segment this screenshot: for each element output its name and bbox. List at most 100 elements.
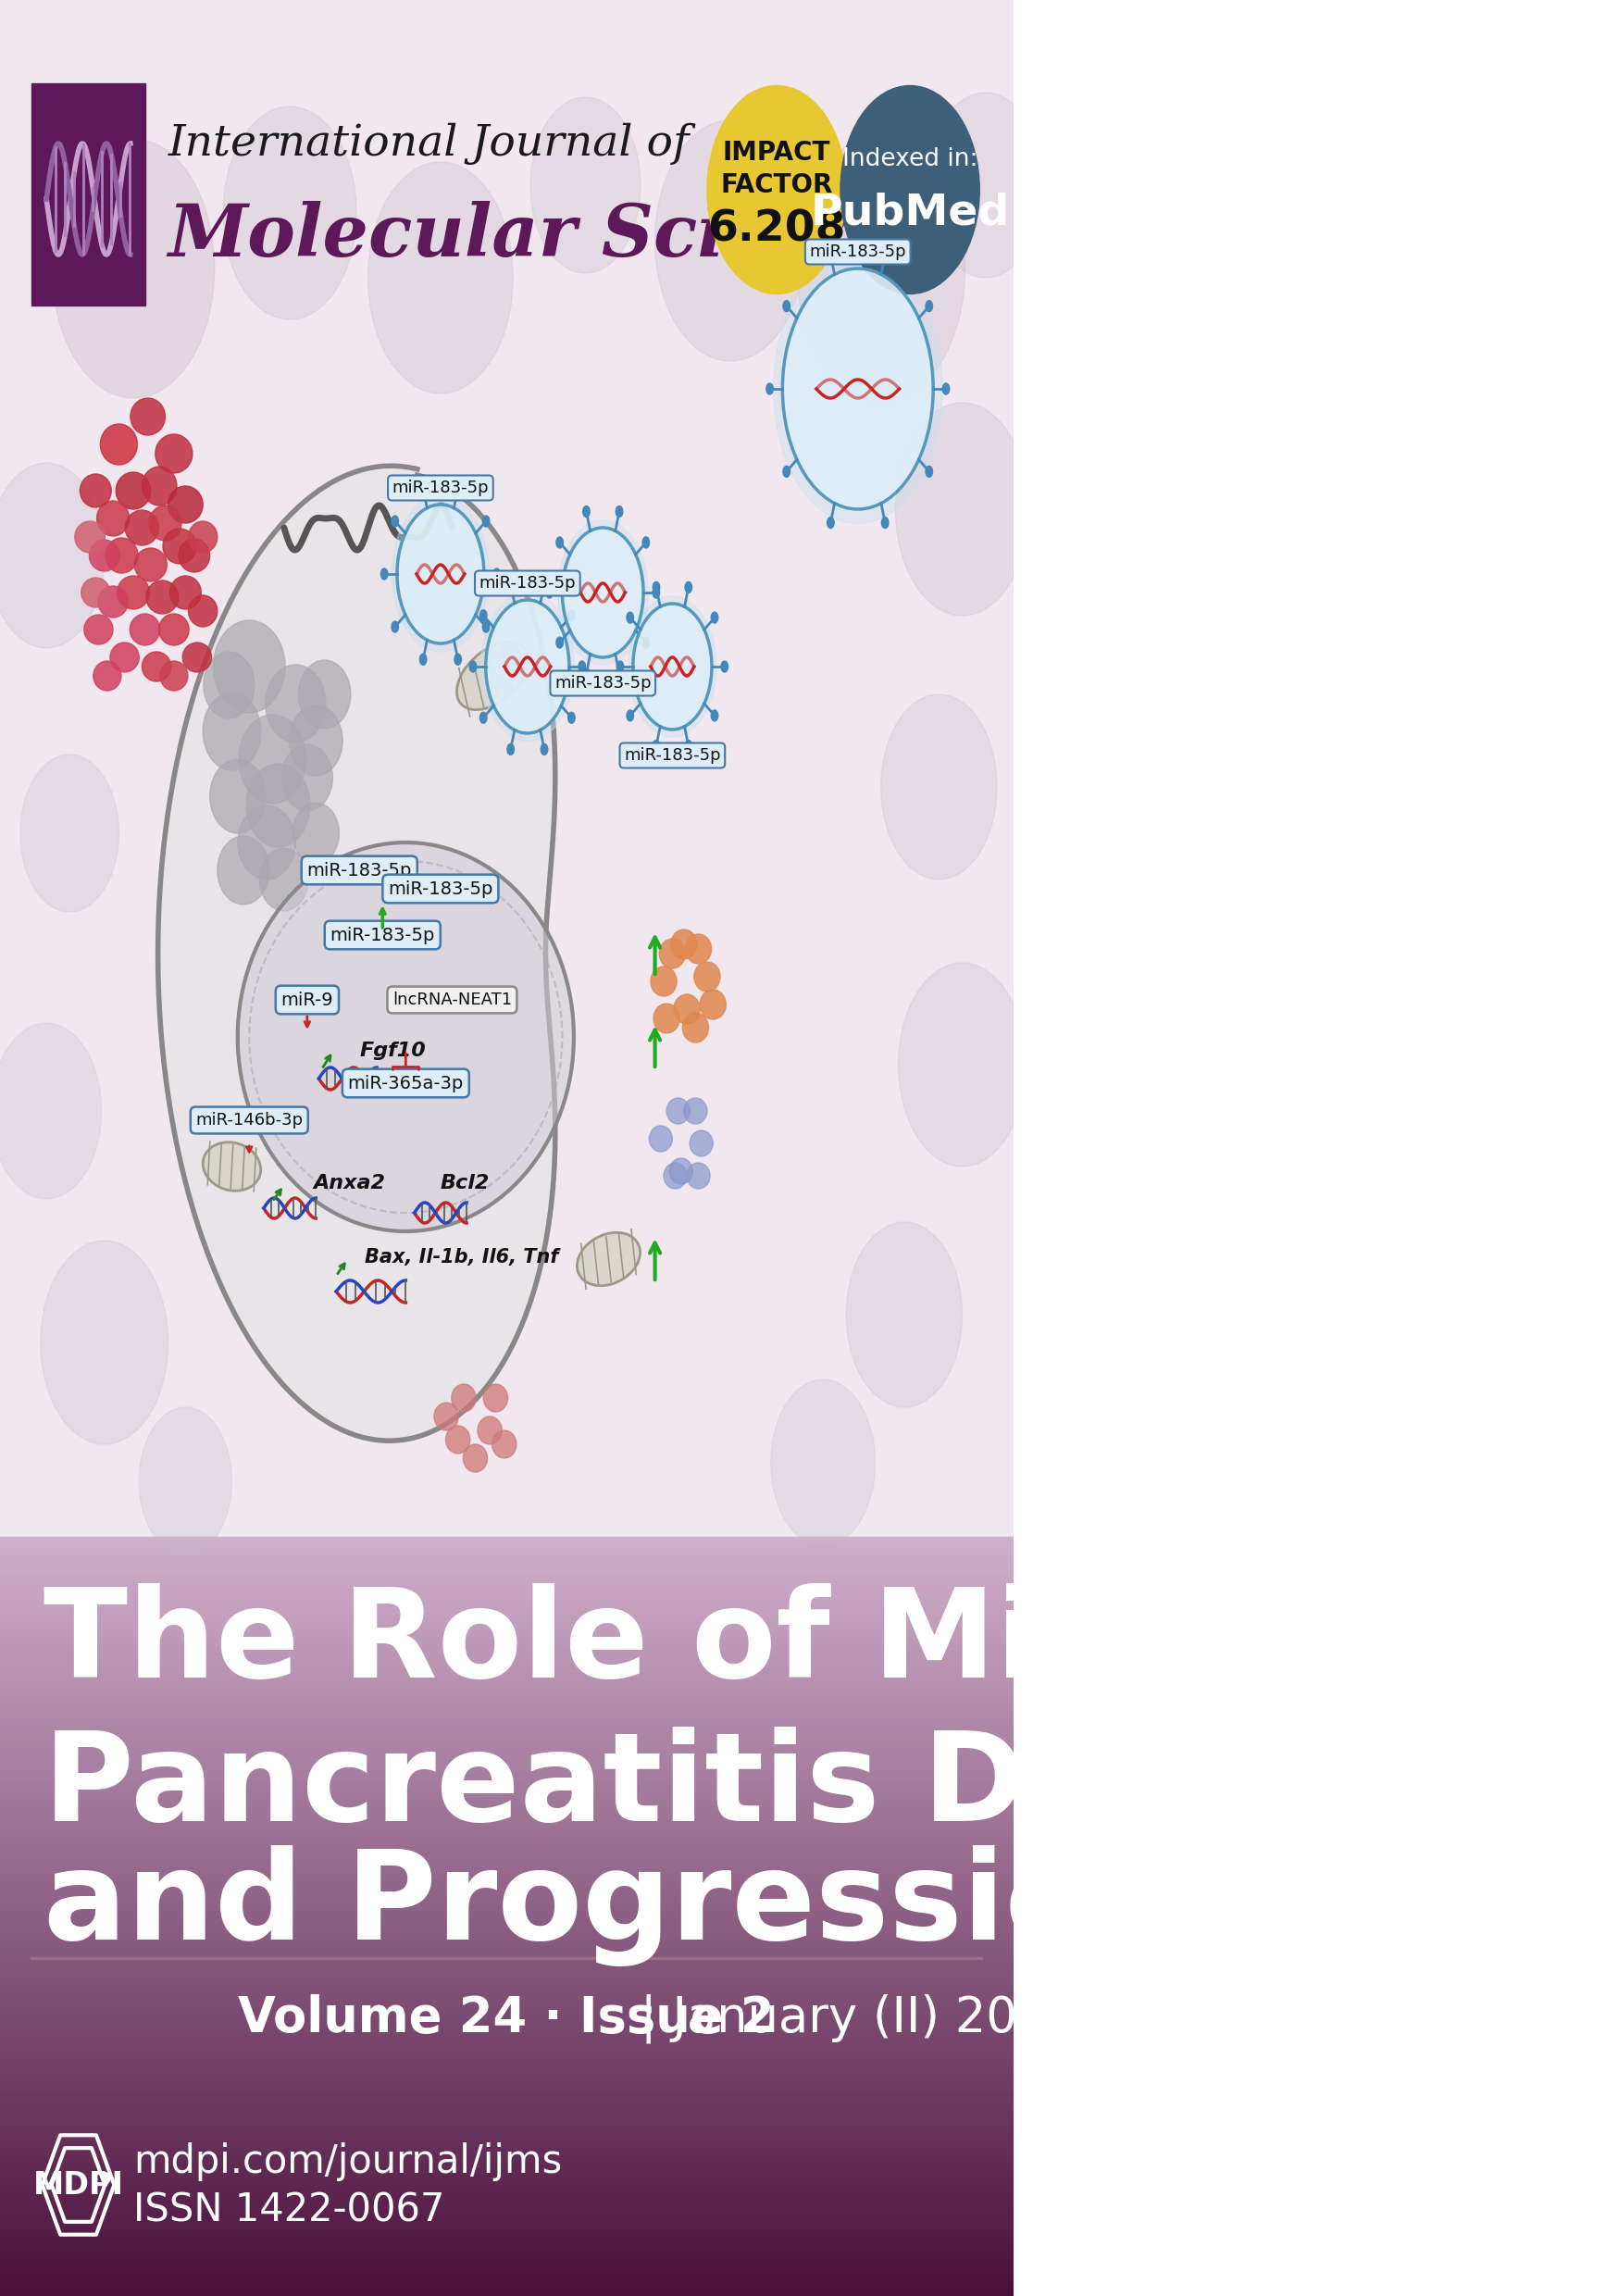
Bar <box>0 2078 1013 2082</box>
Bar <box>0 1880 1013 1885</box>
Ellipse shape <box>659 939 686 969</box>
Circle shape <box>579 661 586 673</box>
Bar <box>0 1642 1013 1644</box>
Bar <box>0 2122 1013 2124</box>
Bar <box>0 2151 1013 2156</box>
Ellipse shape <box>146 581 178 613</box>
Bar <box>0 2186 1013 2188</box>
Bar <box>0 2096 1013 2099</box>
Bar <box>0 2073 1013 2078</box>
Bar <box>0 2007 1013 2011</box>
Bar <box>0 1832 1013 1837</box>
Bar <box>0 2142 1013 2144</box>
Ellipse shape <box>142 652 172 682</box>
Bar <box>0 1598 1013 1600</box>
Bar <box>0 2239 1013 2241</box>
Ellipse shape <box>159 613 189 645</box>
Bar <box>0 2147 1013 2149</box>
Ellipse shape <box>202 1141 260 1192</box>
Bar <box>0 1777 1013 1782</box>
Circle shape <box>882 517 888 528</box>
Ellipse shape <box>238 806 296 879</box>
Bar <box>0 1637 1013 1642</box>
Ellipse shape <box>451 1384 476 1412</box>
Circle shape <box>485 599 570 732</box>
Bar <box>0 1782 1013 1786</box>
Bar <box>0 2020 1013 2023</box>
Bar <box>0 1885 1013 1890</box>
Bar <box>0 1779 1013 1784</box>
Bar <box>0 1936 1013 1940</box>
Bar <box>0 1697 1013 1699</box>
Circle shape <box>642 636 649 647</box>
Text: miR-146b-3p: miR-146b-3p <box>196 1111 303 1130</box>
Bar <box>0 2144 1013 2147</box>
Bar <box>0 1855 1013 1860</box>
Ellipse shape <box>456 643 529 709</box>
Ellipse shape <box>701 990 726 1019</box>
Ellipse shape <box>202 693 260 769</box>
Text: The Role of MicroRNAs in: The Role of MicroRNAs in <box>44 1584 1618 1704</box>
Text: Bax, Il-1b, Il6, Tnf: Bax, Il-1b, Il6, Tnf <box>366 1249 560 1267</box>
Circle shape <box>139 1407 231 1554</box>
Bar <box>0 2287 1013 2289</box>
Bar <box>0 1646 1013 1649</box>
Bar <box>0 2004 1013 2009</box>
Ellipse shape <box>183 643 212 673</box>
Bar <box>0 2223 1013 2227</box>
Bar <box>0 1773 1013 1775</box>
Circle shape <box>481 611 487 620</box>
Bar <box>0 1667 1013 1669</box>
Bar <box>0 2202 1013 2206</box>
Text: mdpi.com/journal/ijms: mdpi.com/journal/ijms <box>133 2142 561 2181</box>
Circle shape <box>0 464 104 647</box>
Bar <box>0 2250 1013 2255</box>
Bar <box>0 1798 1013 1800</box>
Bar <box>0 1896 1013 1899</box>
Ellipse shape <box>293 804 340 863</box>
Bar <box>0 1607 1013 1612</box>
Bar <box>0 1694 1013 1697</box>
Ellipse shape <box>650 967 676 996</box>
Bar <box>0 2252 1013 2257</box>
Circle shape <box>882 693 997 879</box>
Circle shape <box>568 611 574 620</box>
Ellipse shape <box>94 661 121 691</box>
Ellipse shape <box>667 1097 689 1125</box>
Bar <box>0 1924 1013 1926</box>
Bar <box>0 2206 1013 2211</box>
Ellipse shape <box>686 934 712 964</box>
Ellipse shape <box>688 1162 710 1189</box>
Circle shape <box>882 250 888 259</box>
Circle shape <box>455 654 461 666</box>
Ellipse shape <box>840 85 979 294</box>
Bar <box>0 1743 1013 1745</box>
Bar <box>0 2248 1013 2252</box>
Bar <box>0 2069 1013 2071</box>
Bar <box>0 1701 1013 1704</box>
Ellipse shape <box>79 473 112 507</box>
Bar <box>0 1807 1013 1812</box>
Circle shape <box>827 250 835 259</box>
Circle shape <box>40 1240 168 1444</box>
Bar <box>0 1853 1013 1857</box>
Bar <box>0 2009 1013 2014</box>
Bar <box>0 2211 1013 2213</box>
Bar <box>0 2282 1013 2287</box>
Bar <box>0 1548 1013 1550</box>
Bar <box>0 2216 1013 2218</box>
Bar <box>0 1775 1013 1777</box>
Bar <box>0 1878 1013 1883</box>
Bar <box>0 1830 1013 1835</box>
Text: Volume 24 · Issue 2: Volume 24 · Issue 2 <box>238 1995 775 2043</box>
Bar <box>0 1899 1013 1901</box>
Bar <box>0 1717 1013 1720</box>
Circle shape <box>827 517 835 528</box>
Ellipse shape <box>99 585 128 618</box>
Ellipse shape <box>649 1125 673 1153</box>
Bar <box>0 1984 1013 1988</box>
Text: miR-365a-3p: miR-365a-3p <box>348 1075 464 1093</box>
Bar <box>0 1722 1013 1724</box>
Bar <box>0 2027 1013 2032</box>
Ellipse shape <box>74 521 105 553</box>
